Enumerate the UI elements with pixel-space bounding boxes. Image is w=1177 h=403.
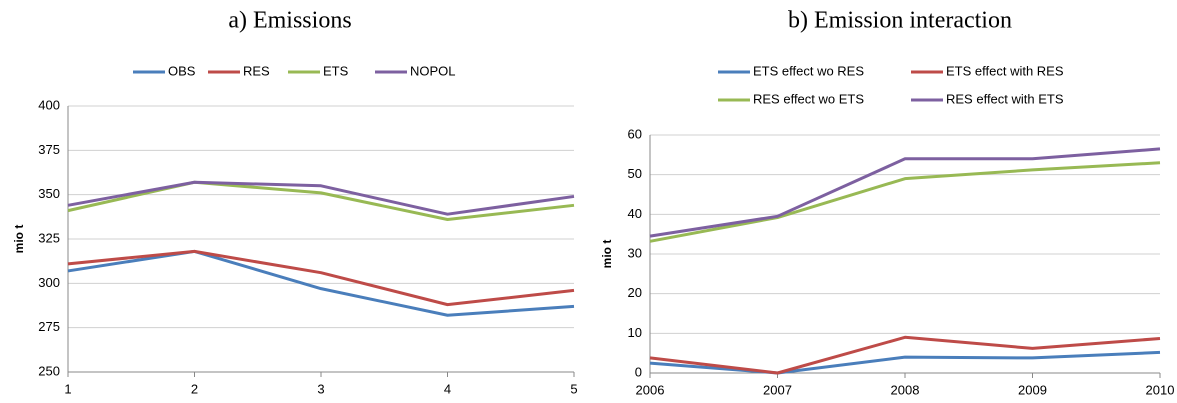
series-line bbox=[67, 180, 575, 216]
x-tick-label: 4 bbox=[444, 381, 451, 396]
series-line bbox=[67, 249, 575, 317]
y-tick-label: 375 bbox=[38, 142, 60, 157]
x-tick-label: 3 bbox=[317, 381, 324, 396]
y-axis-label: mio t bbox=[12, 225, 26, 254]
y-tick-label: 325 bbox=[38, 230, 60, 245]
y-tick-label: 30 bbox=[628, 245, 642, 260]
legend-label: ETS effect wo RES bbox=[753, 63, 864, 78]
x-tick-label: 1 bbox=[64, 381, 71, 396]
y-tick-label: 275 bbox=[38, 319, 60, 334]
y-tick-label: 400 bbox=[38, 97, 60, 112]
y-tick-label: 350 bbox=[38, 186, 60, 201]
legend-label: OBS bbox=[168, 63, 196, 78]
x-tick-label: 5 bbox=[570, 381, 577, 396]
y-tick-label: 50 bbox=[628, 166, 642, 181]
series-line bbox=[67, 249, 575, 307]
legend-label: RES bbox=[243, 63, 270, 78]
chart-title: b) Emission interaction bbox=[788, 8, 1012, 34]
series-line bbox=[67, 180, 575, 221]
series-line bbox=[649, 161, 1161, 243]
x-tick-label: 2007 bbox=[763, 382, 792, 397]
y-tick-label: 250 bbox=[38, 363, 60, 378]
series-line bbox=[649, 335, 1161, 375]
x-tick-label: 2009 bbox=[1018, 382, 1047, 397]
series-line bbox=[649, 147, 1161, 238]
legend-label: ETS bbox=[323, 63, 349, 78]
x-tick-label: 2 bbox=[191, 381, 198, 396]
legend-label: ETS effect with RES bbox=[946, 63, 1064, 78]
y-tick-label: 60 bbox=[628, 126, 642, 141]
x-tick-label: 2006 bbox=[636, 382, 665, 397]
y-tick-label: 0 bbox=[635, 364, 642, 379]
x-tick-label: 2010 bbox=[1146, 382, 1175, 397]
legend-label: RES effect wo ETS bbox=[753, 91, 864, 106]
y-axis-label: mio t bbox=[600, 240, 614, 269]
series-line bbox=[649, 350, 1161, 375]
y-tick-label: 300 bbox=[38, 275, 60, 290]
legend-label: NOPOL bbox=[410, 63, 456, 78]
x-tick-label: 2008 bbox=[891, 382, 920, 397]
y-tick-label: 40 bbox=[628, 206, 642, 221]
legend-label: RES effect with ETS bbox=[946, 91, 1064, 106]
chart-title: a) Emissions bbox=[228, 8, 351, 34]
y-tick-label: 10 bbox=[628, 325, 642, 340]
y-tick-label: 20 bbox=[628, 285, 642, 300]
